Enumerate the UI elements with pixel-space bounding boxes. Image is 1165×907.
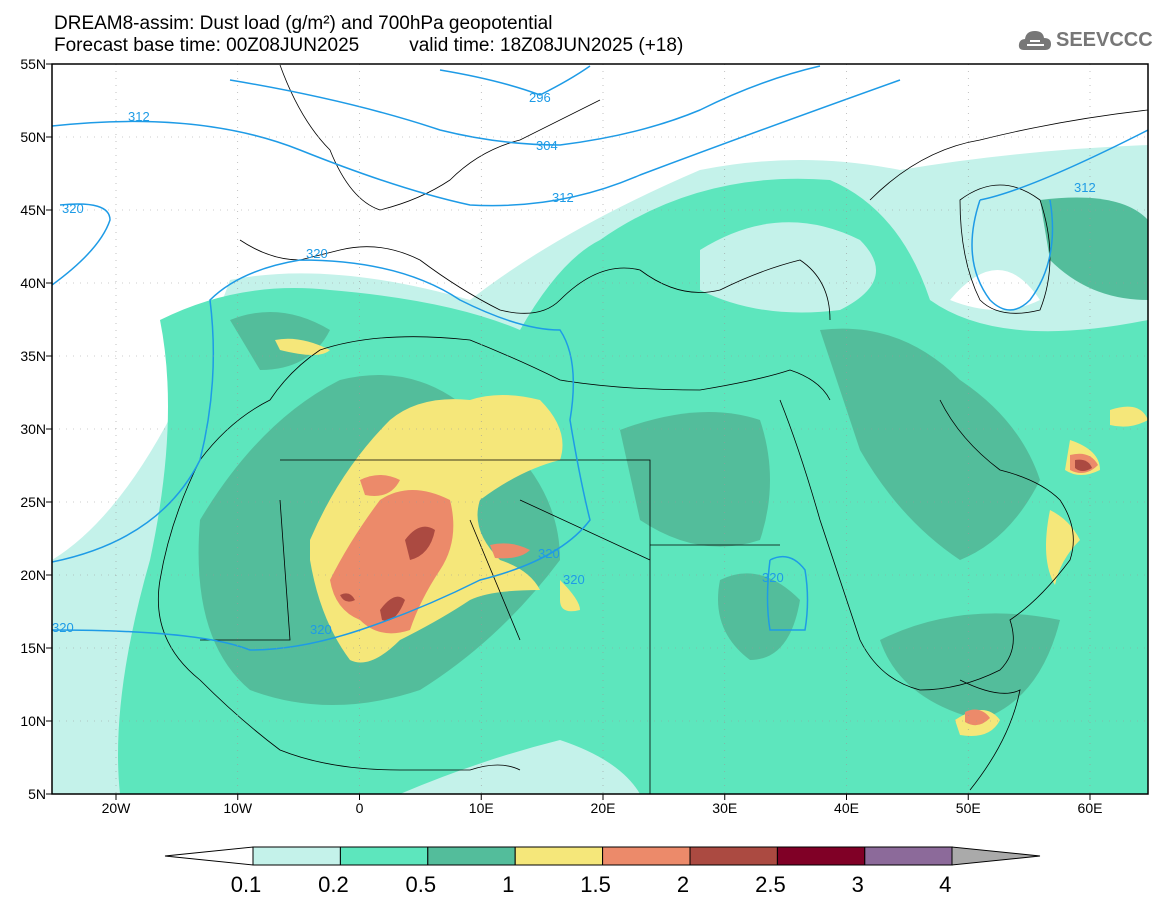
- colorbar-cell: [339, 846, 429, 866]
- longitude-label: 30E: [712, 800, 738, 816]
- gridlines: [52, 64, 1148, 794]
- colorbar-under-arrow: [164, 846, 254, 866]
- longitude-label: 20E: [590, 800, 616, 816]
- seevccc-logo: SEEVCCC: [1018, 28, 1153, 52]
- longitude-label: 50E: [955, 800, 981, 816]
- longitude-label: 60E: [1077, 800, 1103, 816]
- colorbar-cell: [252, 846, 341, 866]
- colorbar-label: 4: [939, 872, 952, 897]
- geopotential-contours: [52, 65, 1148, 651]
- colorbar-cell: [602, 846, 691, 866]
- map-subtitle: Forecast base time: 00Z08JUN2025 valid ti…: [54, 36, 683, 56]
- latitude-label: 40N: [20, 275, 46, 291]
- latitude-label: 45N: [20, 202, 46, 218]
- contour-label: 320: [52, 620, 74, 635]
- coastlines: [157, 64, 1148, 794]
- longitude-label: 10W: [223, 800, 253, 816]
- colorbar-label: 2: [676, 872, 690, 897]
- contour-label: 296: [529, 90, 551, 105]
- longitude-label: 10E: [468, 800, 494, 816]
- contour-label: 304: [536, 138, 558, 153]
- contour-label: 312: [552, 190, 574, 205]
- latitude-label: 25N: [20, 494, 46, 510]
- latitude-label: 20N: [20, 567, 46, 583]
- latitude-label: 35N: [20, 348, 46, 364]
- colorbar-label: 3: [851, 872, 864, 897]
- contour-label: 320: [563, 572, 585, 587]
- colorbar-label: 0.5: [405, 872, 437, 897]
- logo-text: SEEVCCC: [1056, 28, 1153, 51]
- latitude-label: 30N: [20, 421, 46, 437]
- colorbar: [164, 846, 1041, 866]
- colorbar-cell: [864, 846, 953, 866]
- contour-label: 320: [538, 546, 560, 561]
- contour-label: 320: [62, 201, 84, 216]
- colorbar-cell: [427, 846, 516, 866]
- latitude-label: 15N: [20, 640, 46, 656]
- colorbar-label: 2.5: [755, 872, 786, 897]
- contour-label: 320: [310, 622, 332, 637]
- contour-labels: 296 304 312 312 312 320 320 320 320 320 …: [52, 90, 1096, 637]
- colorbar-label: 0.2: [318, 872, 349, 897]
- colorbar-label: 1: [502, 872, 515, 897]
- map-title: DREAM8-assim: Dust load (g/m²) and 700hP…: [54, 13, 553, 34]
- colorbar-cell: [514, 846, 604, 866]
- colorbar-cell: [776, 846, 866, 866]
- latitude-label: 55N: [20, 56, 46, 72]
- colorbar-cell: [689, 846, 778, 866]
- valid-time: valid time: 18Z08JUN2025 (+18): [409, 35, 684, 56]
- base-time: Forecast base time: 00Z08JUN2025: [54, 35, 360, 56]
- longitude-label: 0: [355, 800, 364, 816]
- latitude-label: 5N: [28, 786, 46, 802]
- latitude-label: 50N: [20, 129, 46, 145]
- dust-field-1.5: [330, 453, 1098, 726]
- contour-label: 312: [128, 109, 150, 124]
- colorbar-over-arrow: [951, 846, 1041, 866]
- dust-field-2: [340, 459, 1092, 621]
- contour-label: 312: [1074, 180, 1096, 195]
- longitude-label: 40E: [834, 800, 859, 816]
- cloud-icon: [1018, 31, 1051, 50]
- contour-label: 320: [762, 570, 784, 585]
- colorbar-label: 1.5: [580, 872, 611, 897]
- latitude-label: 10N: [20, 713, 46, 729]
- colorbar-label: 0.1: [230, 872, 262, 897]
- contour-label: 320: [306, 246, 328, 261]
- longitude-label: 20W: [101, 800, 131, 816]
